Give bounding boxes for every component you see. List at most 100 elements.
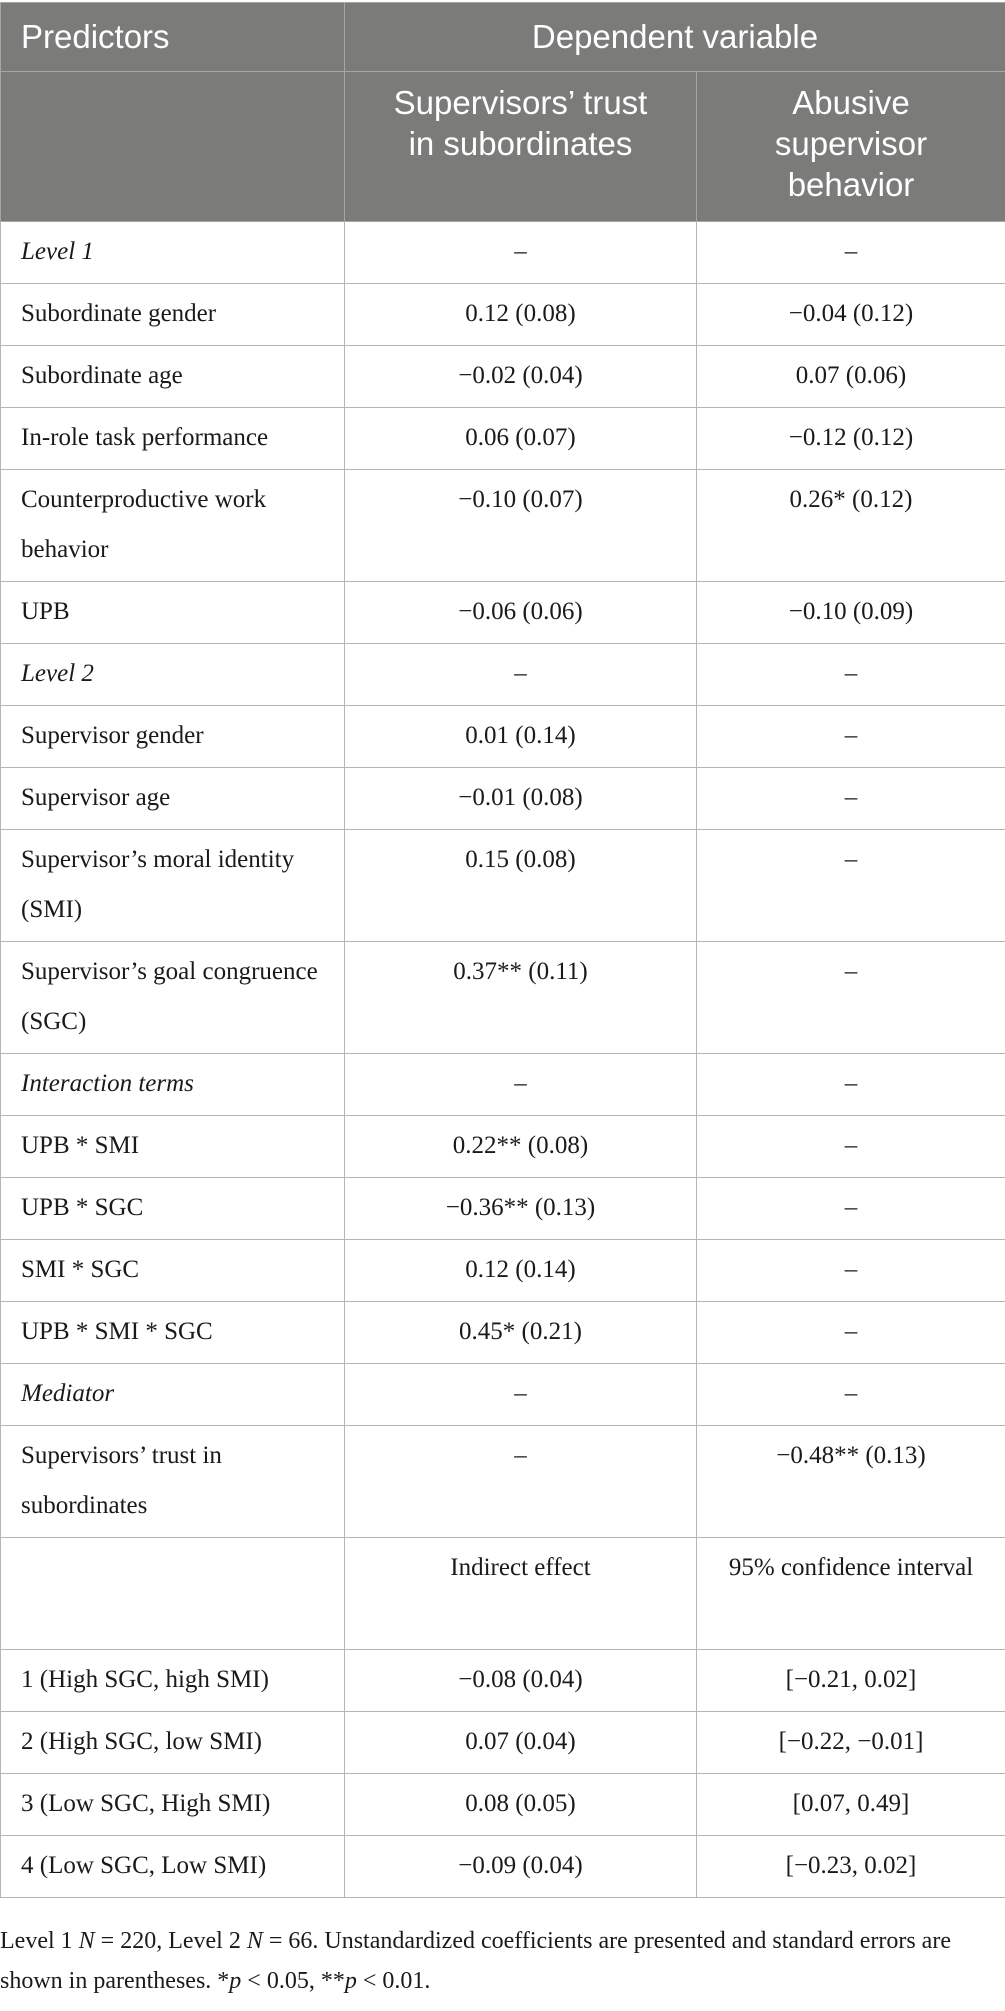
table-row: Supervisor gender 0.01 (0.14) – — [0, 705, 1005, 768]
table-row: 2 (High SGC, low SMI) 0.07 (0.04) [−0.22, … — [0, 1711, 1005, 1774]
predictor-cell: Level 2 — [0, 643, 345, 706]
abusive-value-cell: – — [696, 941, 1005, 1054]
table-row: SMI * SGC 0.12 (0.14) – — [0, 1239, 1005, 1302]
table-row: 1 (High SGC, high SMI) −0.08 (0.04) [−0.21… — [0, 1649, 1005, 1712]
trust-value-cell: 0.06 (0.07) — [344, 407, 697, 470]
table-row: Supervisor age −0.01 (0.08) – — [0, 767, 1005, 830]
table-footnote: Level 1 N = 220, Level 2 N = 66. Unstand… — [0, 1921, 1005, 2001]
abusive-value-cell: – — [696, 1301, 1005, 1364]
predictor-cell: 1 (High SGC, high SMI) — [0, 1649, 345, 1712]
trust-value-cell: −0.09 (0.04) — [344, 1835, 697, 1898]
trust-value-cell: – — [344, 643, 697, 706]
predictor-cell: Supervisor age — [0, 767, 345, 830]
predictor-cell: Supervisors’ trust in subordinates — [0, 1425, 345, 1538]
table-row: Mediator – – — [0, 1363, 1005, 1426]
predictor-cell: UPB * SMI * SGC — [0, 1301, 345, 1364]
header-predictors: Predictors — [0, 2, 345, 72]
header-abusive-line2: supervisor — [774, 125, 928, 162]
table-row: 4 (Low SGC, Low SMI) −0.09 (0.04) [−0.23, … — [0, 1835, 1005, 1898]
trust-value-cell: – — [344, 1425, 697, 1538]
footnote-text: < 0.05, ** — [241, 1968, 345, 1994]
predictor-cell: UPB — [0, 581, 345, 644]
trust-value-cell: Indirect effect — [344, 1537, 697, 1650]
trust-value-cell: 0.22** (0.08) — [344, 1115, 697, 1178]
footnote-n-symbol: N — [246, 1928, 263, 1954]
abusive-value-cell: −0.10 (0.09) — [696, 581, 1005, 644]
predictor-cell: Subordinate gender — [0, 283, 345, 346]
abusive-value-cell: [−0.22, −0.01] — [696, 1711, 1005, 1774]
trust-value-cell: 0.15 (0.08) — [344, 829, 697, 942]
table-row: UPB −0.06 (0.06) −0.10 (0.09) — [0, 581, 1005, 644]
abusive-value-cell: – — [696, 1115, 1005, 1178]
trust-value-cell: 0.45* (0.21) — [344, 1301, 697, 1364]
table-row: Supervisors’ trust in subordinates – −0.48… — [0, 1425, 1005, 1538]
predictor-cell — [0, 1537, 345, 1650]
table-row: Counterproductive work behavior −0.10 (0.… — [0, 469, 1005, 582]
abusive-value-cell: – — [696, 1053, 1005, 1116]
table-row: In-role task performance 0.06 (0.07) −0.12… — [0, 407, 1005, 470]
footnote-text: = 66. Unstandardized coefficients are pr… — [0, 1928, 951, 1994]
predictor-cell: 4 (Low SGC, Low SMI) — [0, 1835, 345, 1898]
abusive-value-cell: – — [696, 829, 1005, 942]
predictor-cell: UPB * SMI — [0, 1115, 345, 1178]
regression-results-table: Predictors Dependent variable Supervisor… — [0, 2, 1005, 1898]
abusive-value-cell: – — [696, 1363, 1005, 1426]
header-trust-line1: Supervisors’ trust — [393, 84, 648, 121]
header-abusive-line1: Abusive — [792, 84, 910, 121]
table-row: Interaction terms – – — [0, 1053, 1005, 1116]
footnote-text: = 220, Level 2 — [94, 1928, 247, 1954]
predictor-cell: Level 1 — [0, 221, 345, 284]
trust-value-cell: −0.02 (0.04) — [344, 345, 697, 408]
abusive-value-cell: −0.04 (0.12) — [696, 283, 1005, 346]
abusive-value-cell: 0.26* (0.12) — [696, 469, 1005, 582]
table-row: Subordinate age −0.02 (0.04) 0.07 (0.06) — [0, 345, 1005, 408]
header-abusive-column: Abusive supervisor behavior — [696, 71, 1005, 222]
table-row: Subordinate gender 0.12 (0.08) −0.04 (0.12… — [0, 283, 1005, 346]
table-row: 3 (Low SGC, High SMI) 0.08 (0.05) [0.07, 0… — [0, 1773, 1005, 1836]
abusive-value-cell: 0.07 (0.06) — [696, 345, 1005, 408]
abusive-value-cell: −0.48** (0.13) — [696, 1425, 1005, 1538]
footnote-text: < 0.01. — [356, 1968, 431, 1994]
abusive-value-cell: – — [696, 643, 1005, 706]
predictor-cell: 3 (Low SGC, High SMI) — [0, 1773, 345, 1836]
abusive-value-cell: – — [696, 221, 1005, 284]
abusive-value-cell: [0.07, 0.49] — [696, 1773, 1005, 1836]
header-dependent-variable: Dependent variable — [344, 2, 1005, 72]
predictor-cell: Interaction terms — [0, 1053, 345, 1116]
trust-value-cell: −0.36** (0.13) — [344, 1177, 697, 1240]
trust-value-cell: −0.01 (0.08) — [344, 767, 697, 830]
table-row: Supervisor’s moral identity (SMI) 0.15 (0… — [0, 829, 1005, 942]
predictor-cell: Mediator — [0, 1363, 345, 1426]
abusive-value-cell: [−0.23, 0.02] — [696, 1835, 1005, 1898]
predictor-cell: Subordinate age — [0, 345, 345, 408]
trust-value-cell: 0.07 (0.04) — [344, 1711, 697, 1774]
footnote-p-symbol: p — [344, 1968, 357, 1994]
trust-value-cell: – — [344, 1053, 697, 1116]
header-trust-column: Supervisors’ trust in subordinates — [344, 71, 697, 222]
predictor-cell: Supervisor gender — [0, 705, 345, 768]
table-row: UPB * SMI * SGC 0.45* (0.21) – — [0, 1301, 1005, 1364]
footnote-text: Level 1 — [0, 1928, 79, 1954]
predictor-cell: In-role task performance — [0, 407, 345, 470]
abusive-value-cell: – — [696, 767, 1005, 830]
trust-value-cell: – — [344, 221, 697, 284]
table-row: Supervisor’s goal congruence (SGC) 0.37**… — [0, 941, 1005, 1054]
predictor-cell: 2 (High SGC, low SMI) — [0, 1711, 345, 1774]
trust-value-cell: 0.12 (0.14) — [344, 1239, 697, 1302]
abusive-value-cell: [−0.21, 0.02] — [696, 1649, 1005, 1712]
abusive-value-cell: – — [696, 1239, 1005, 1302]
footnote-p-symbol: p — [229, 1968, 242, 1994]
trust-value-cell: 0.37** (0.11) — [344, 941, 697, 1054]
abusive-value-cell: −0.12 (0.12) — [696, 407, 1005, 470]
header-abusive-line3: behavior — [787, 166, 915, 203]
predictor-cell: UPB * SGC — [0, 1177, 345, 1240]
abusive-value-cell: – — [696, 1177, 1005, 1240]
predictor-cell: SMI * SGC — [0, 1239, 345, 1302]
table-row: Level 1– – — [0, 221, 1005, 284]
trust-value-cell: −0.08 (0.04) — [344, 1649, 697, 1712]
trust-value-cell: 0.12 (0.08) — [344, 283, 697, 346]
trust-value-cell: 0.01 (0.14) — [344, 705, 697, 768]
trust-value-cell: −0.06 (0.06) — [344, 581, 697, 644]
table-row: UPB * SGC −0.36** (0.13) – — [0, 1177, 1005, 1240]
table-row: Level 2– – — [0, 643, 1005, 706]
